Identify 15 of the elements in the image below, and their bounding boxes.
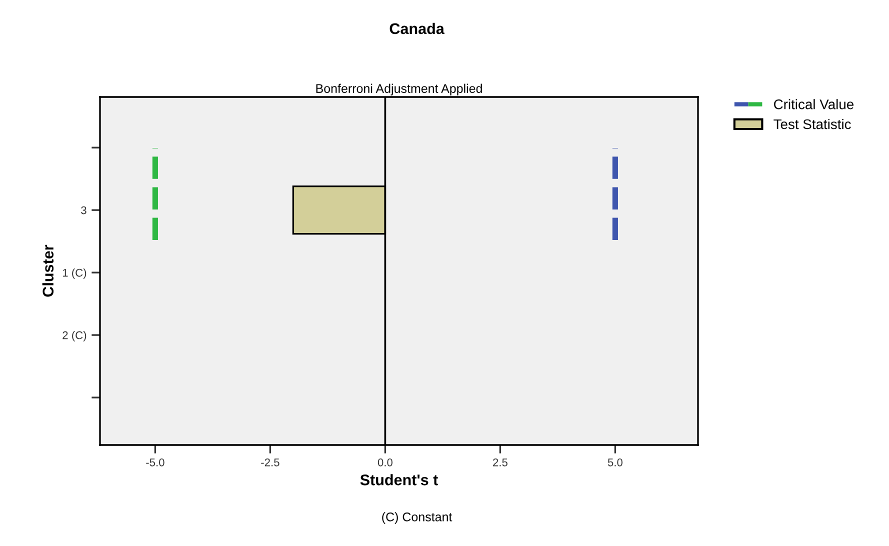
- x-tick-label: -2.5: [261, 458, 280, 466]
- y-tick-label: 2 (C): [62, 331, 86, 342]
- x-tick-label: 5.0: [608, 458, 622, 466]
- y-tick-label: 3: [81, 206, 86, 214]
- text: (C) Constant: [382, 512, 452, 524]
- x-tick-label: 2.5: [493, 458, 508, 466]
- legend-label: Critical Value: [774, 99, 854, 110]
- y-tick-label: 1 (C): [62, 268, 86, 279]
- legend-label: Test Statistic: [774, 118, 851, 130]
- x-tick-label: 0.0: [378, 458, 392, 466]
- x-tick-label: -5.0: [146, 458, 164, 466]
- chart-title: Canada: [390, 22, 444, 34]
- y-axis-title: Cluster: [42, 244, 54, 297]
- x-axis-title: Student's t: [360, 474, 438, 486]
- chart-subtitle: Bonferroni Adjustment Applied: [316, 84, 482, 96]
